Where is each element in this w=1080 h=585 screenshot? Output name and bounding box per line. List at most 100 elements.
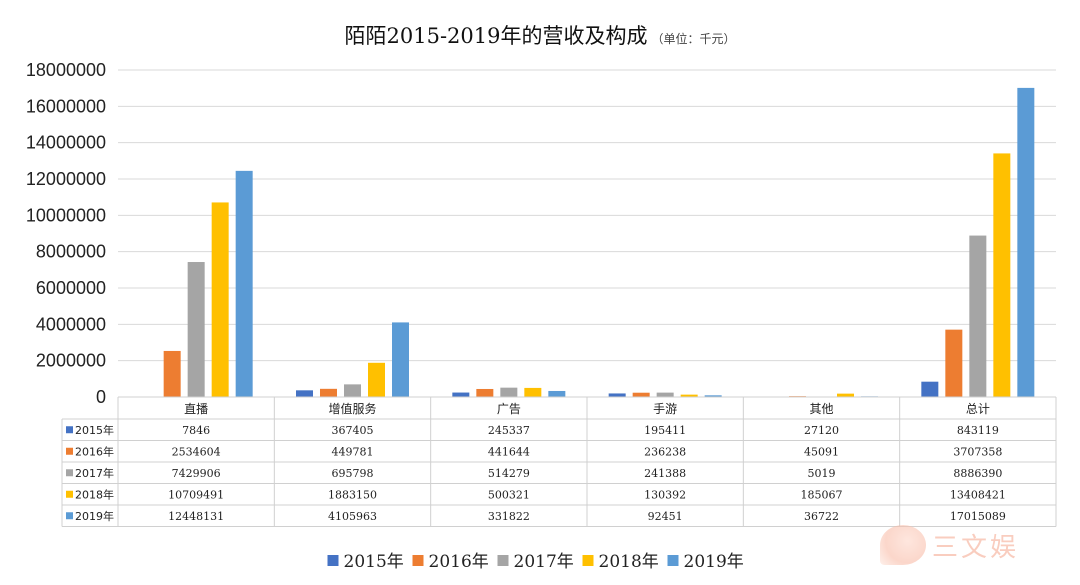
legend-label: 2019年	[684, 552, 744, 572]
table-cell: 92451	[648, 510, 683, 523]
table-cell: 195411	[644, 424, 686, 437]
y-tick-label: 0	[96, 387, 106, 407]
row-legend-key	[66, 490, 73, 498]
legend-key	[497, 555, 509, 566]
table-cell: 331822	[488, 510, 530, 523]
category-label: 其他	[809, 402, 833, 416]
bar	[524, 387, 542, 397]
bar	[608, 393, 626, 397]
legend-key	[582, 555, 594, 566]
table-cell: 4105963	[328, 510, 377, 523]
y-tick-label: 6000000	[36, 278, 106, 298]
table-cell: 13408421	[950, 488, 1006, 501]
bar	[368, 362, 385, 397]
category-label: 手游	[653, 402, 677, 416]
table-cell: 10709491	[168, 488, 224, 501]
table-cell: 514279	[488, 467, 530, 480]
row-legend-key	[66, 426, 73, 434]
table-cell: 441644	[488, 445, 530, 458]
bar	[921, 381, 939, 397]
y-tick-label: 16000000	[26, 96, 106, 116]
table-cell: 17015089	[950, 510, 1006, 523]
bar	[704, 395, 722, 397]
y-tick-label: 12000000	[26, 169, 106, 189]
category-label: 总计	[966, 402, 990, 416]
table-cell: 8886390	[953, 467, 1002, 480]
bar	[945, 329, 963, 397]
y-tick-label: 18000000	[26, 60, 106, 80]
table-cell: 449781	[332, 445, 374, 458]
legend-label: 2015年	[344, 552, 404, 572]
row-series-label: 2017年	[75, 466, 114, 480]
bar	[632, 392, 650, 397]
bar	[452, 392, 470, 397]
legend-key	[667, 555, 679, 566]
table-cell: 7429906	[172, 467, 221, 480]
table-cell: 5019	[808, 467, 836, 480]
table-cell: 843119	[957, 424, 999, 437]
y-tick-label: 8000000	[36, 242, 106, 262]
bar	[344, 384, 361, 397]
row-legend-key	[66, 469, 73, 477]
table-cell: 185067	[801, 488, 843, 501]
bar	[187, 262, 205, 397]
bar	[392, 322, 409, 397]
row-series-label: 2019年	[75, 509, 114, 523]
table-cell: 7846	[182, 424, 210, 437]
watermark-logo: 三文娱	[880, 520, 1070, 570]
table-cell: 12448131	[168, 510, 224, 523]
table-cell: 45091	[804, 445, 839, 458]
table-cell: 27120	[804, 424, 839, 437]
legend: 2015年 2016年 2017年 2018年 2019年	[327, 552, 744, 572]
table-cell: 3707358	[953, 445, 1002, 458]
chart-title-main: 陌陌2015-2019年的营收及构成	[344, 24, 648, 48]
bar	[1017, 87, 1035, 397]
bar	[548, 390, 566, 397]
bar	[163, 350, 181, 397]
gridlines	[118, 69, 1056, 398]
table-cell: 130392	[644, 488, 686, 501]
y-tick-label: 4000000	[36, 314, 106, 334]
bar	[993, 153, 1011, 397]
bar	[211, 202, 229, 397]
bar	[500, 387, 518, 397]
row-series-label: 2018年	[75, 487, 114, 501]
y-tick-label: 14000000	[26, 133, 106, 153]
bar	[320, 388, 337, 397]
y-tick-label: 2000000	[36, 351, 106, 371]
watermark-icon	[880, 525, 926, 565]
chart-title: 陌陌2015-2019年的营收及构成 （单位：千元）	[0, 20, 1080, 50]
watermark-text: 三文娱	[932, 532, 1020, 563]
bar	[235, 170, 253, 397]
legend-key	[412, 555, 424, 566]
table-cell: 500321	[488, 488, 530, 501]
table-cell: 241388	[644, 467, 686, 480]
table-cell: 236238	[644, 445, 686, 458]
bar	[680, 394, 698, 397]
bar	[837, 393, 854, 397]
row-series-label: 2016年	[75, 444, 114, 458]
legend-label: 2016年	[429, 552, 489, 572]
bar	[969, 235, 987, 397]
table-cell: 245337	[488, 424, 530, 437]
bar	[476, 388, 494, 397]
data-table: 直播 增值服务 广告 手游 其他 总计 2015年 7846 367405 245337 19541…	[61, 396, 1057, 527]
bar	[656, 392, 674, 397]
bars	[139, 87, 1035, 397]
row-legend-key	[66, 447, 73, 455]
table-cell: 36722	[804, 510, 839, 523]
chart-title-unit: （单位：千元）	[651, 32, 736, 46]
table-cell: 695798	[332, 467, 374, 480]
legend-label: 2017年	[514, 552, 574, 572]
category-label: 广告	[497, 402, 521, 416]
table-cell: 2534604	[172, 445, 221, 458]
legend-key	[327, 555, 339, 566]
table-cell: 1883150	[328, 488, 377, 501]
row-series-label: 2015年	[75, 423, 114, 437]
y-axis-ticks: 0 2000000 4000000 6000000 8000000 10000000 120…	[26, 60, 106, 407]
y-tick-label: 10000000	[26, 205, 106, 225]
bar	[296, 390, 313, 397]
category-label: 直播	[184, 402, 208, 416]
row-legend-key	[66, 512, 73, 520]
